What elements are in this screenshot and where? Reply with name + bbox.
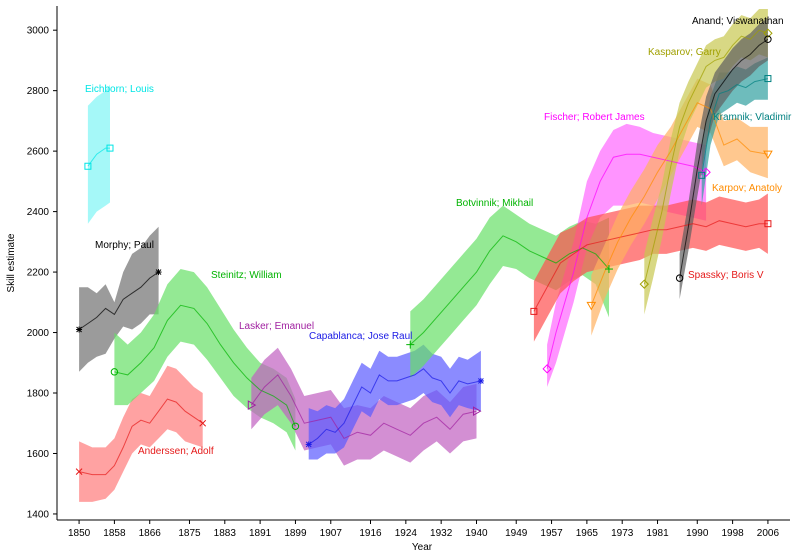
anderssen-adolf-end-marker [199, 419, 207, 427]
botvinnik-mikhail-marker [406, 340, 415, 349]
eichborn-louis-band [87, 84, 110, 224]
steinitz-william-label: Steinitz; William [211, 270, 282, 281]
x-tick-label: 1850 [68, 528, 91, 539]
fischer-robert-james-marker [542, 364, 552, 374]
anderssen-adolf-line [78, 398, 203, 476]
kasparov-garry-label: Kasparov; Garry [648, 47, 721, 58]
x-tick-label: 2006 [757, 528, 780, 539]
anderssen-adolf-band [79, 365, 203, 502]
y-tick-label: 1400 [27, 509, 50, 520]
spassky-boris-v-marker [530, 307, 538, 315]
spassky-boris-v-end-marker [764, 220, 772, 228]
series-markers [75, 28, 773, 475]
y-tick-label: 3000 [27, 26, 50, 37]
x-tick-label: 1965 [576, 528, 599, 539]
x-tick-label: 1981 [646, 528, 669, 539]
x-tick-label: 1957 [540, 528, 563, 539]
botvinnik-mikhail-label: Botvinnik; Mikhail [456, 198, 533, 209]
lasker-emanuel-marker [247, 400, 257, 410]
x-tick-label: 1998 [721, 528, 744, 539]
x-ticks: 1850 1858 1866 1875 1883 1891 1899 1907 1916 1924… [68, 520, 780, 539]
karpov-anatoly-marker [586, 301, 597, 311]
eichborn-louis-line [87, 147, 110, 167]
y-ticks: 1400 1600 1800 2000 2200 2400 2600 2800 3000 [27, 26, 57, 520]
morphy-paul-label: Morphy; Paul [95, 240, 154, 251]
series-labels: Eichborn; Louis Morphy; Paul Anderssen; Ad… [85, 16, 792, 457]
eichborn-louis-marker [84, 162, 92, 170]
fischer-robert-james-end-marker [701, 167, 711, 178]
anand-viswanathan-marker [675, 274, 684, 282]
kramnik-vladimir-marker [698, 171, 706, 179]
steinitz-william-band [114, 269, 296, 451]
lasker-emanuel-line [250, 374, 477, 440]
morphy-paul-end-marker [155, 269, 162, 276]
x-tick-label: 1883 [214, 528, 237, 539]
fischer-robert-james-label: Fischer; Robert James [544, 112, 645, 123]
x-tick-label: 1858 [103, 528, 126, 539]
morphy-paul-band [79, 226, 159, 372]
lasker-emanuel-end-marker [472, 406, 482, 417]
morphy-paul-marker [76, 326, 83, 333]
kasparov-garry-end-marker [763, 28, 773, 38]
x-tick-label: 1866 [139, 528, 162, 539]
x-tick-label: 1924 [395, 528, 418, 539]
kramnik-vladimir-label: Kramnik; Vladimir [713, 112, 792, 123]
x-tick-label: 1916 [359, 528, 382, 539]
confidence-bands [79, 9, 768, 502]
anderssen-adolf-label: Anderssen; Adolf [138, 446, 214, 457]
y-axis-title: Skill estimate [6, 233, 17, 292]
x-tick-label: 1990 [686, 528, 709, 539]
spassky-boris-v-line [533, 220, 768, 312]
kramnik-vladimir-line [701, 78, 769, 176]
steinitz-william-end-marker [291, 422, 300, 430]
x-axis-title: Year [412, 542, 433, 553]
eichborn-louis-end-marker [106, 144, 114, 152]
steinitz-william-line [114, 304, 296, 427]
y-tick-label: 2600 [27, 147, 50, 158]
spassky-boris-v-band [533, 193, 768, 342]
kasparov-garry-marker [639, 279, 649, 289]
y-tick-label: 2800 [27, 86, 50, 97]
y-tick-label: 2200 [27, 268, 50, 279]
karpov-anatoly-label: Karpov; Anatoly [712, 183, 782, 194]
y-tick-label: 1800 [27, 389, 50, 400]
capablanca-jose-raul-band [308, 344, 481, 460]
kasparov-garry-line [643, 29, 769, 285]
capablanca-jose-raul-marker [305, 441, 312, 448]
axes [56, 6, 790, 521]
y-tick-label: 2400 [27, 207, 50, 218]
anand-viswanathan-band [679, 18, 768, 300]
y-tick-label: 1600 [27, 449, 50, 460]
morphy-paul-line [78, 271, 159, 330]
anderssen-adolf-marker [75, 468, 83, 475]
kramnik-vladimir-end-marker [764, 75, 772, 83]
x-tick-label: 1932 [430, 528, 453, 539]
x-tick-label: 1899 [284, 528, 307, 539]
x-tick-label: 1875 [178, 528, 201, 539]
capablanca-jose-raul-end-marker [477, 377, 484, 384]
lasker-emanuel-label: Lasker; Emanuel [239, 321, 314, 332]
anand-viswanathan-label: Anand; Viswanathan [692, 16, 784, 27]
x-tick-label: 1891 [249, 528, 272, 539]
karpov-anatoly-end-marker [763, 150, 773, 160]
steinitz-william-marker [110, 368, 119, 376]
eichborn-louis-label: Eichborn; Louis [85, 84, 154, 95]
capablanca-jose-raul-line [308, 368, 482, 445]
x-tick-label: 1973 [611, 528, 634, 539]
karpov-anatoly-band [591, 78, 768, 336]
anand-viswanathan-end-marker [764, 35, 772, 43]
botvinnik-mikhail-line [409, 235, 610, 345]
botvinnik-mikhail-end-marker [604, 265, 613, 274]
x-tick-label: 1940 [465, 528, 488, 539]
fischer-robert-james-line [546, 153, 707, 369]
spassky-boris-v-label: Spassky; Boris V [688, 270, 764, 281]
capablanca-jose-raul-label: Capablanca; Jose Raul [309, 331, 412, 342]
x-tick-label: 1907 [320, 528, 343, 539]
anand-viswanathan-line [679, 38, 769, 279]
y-tick-label: 2000 [27, 328, 50, 339]
x-tick-label: 1949 [505, 528, 528, 539]
series-lines [78, 29, 769, 476]
